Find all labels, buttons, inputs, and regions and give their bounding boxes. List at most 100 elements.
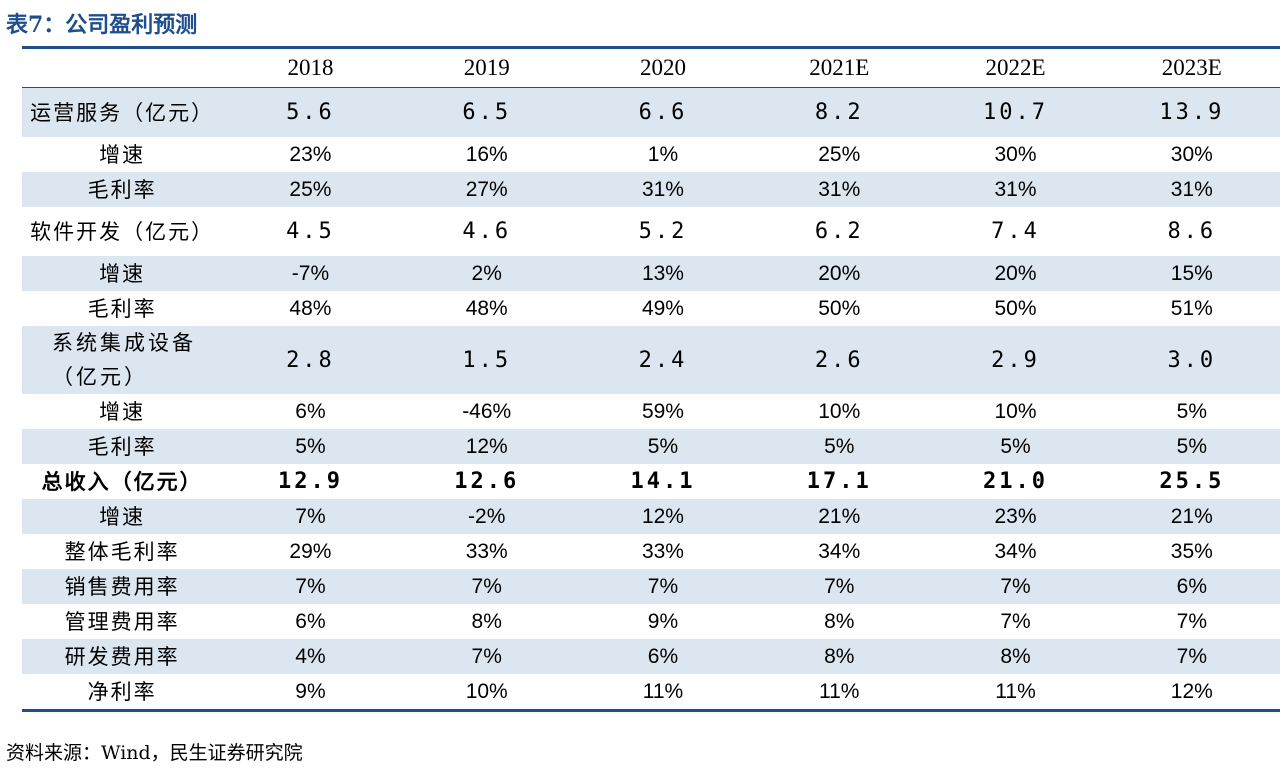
cell-value: 5%: [927, 429, 1104, 464]
cell-value: 48%: [465, 296, 508, 320]
row-label: 增速: [99, 142, 146, 167]
cell-value: 5.2: [638, 219, 688, 244]
cell-value: 20%: [927, 256, 1104, 291]
cell-value: 50%: [818, 296, 861, 320]
table-row: 运营服务（亿元） 5.6 6.5 6.6 8.2 10.7 13.9: [22, 87, 1280, 137]
cell-value: 6.2: [814, 219, 864, 244]
cell-value: 7%: [574, 569, 752, 604]
row-label: 运营服务（亿元）: [22, 87, 223, 137]
cell-value: 33%: [641, 539, 684, 563]
cell-value: 12.9: [277, 469, 343, 494]
cell-value: 7%: [398, 569, 575, 604]
cell-value: 4%: [222, 639, 399, 674]
table-row: 毛利率 48% 48% 49% 50% 50% 51%: [22, 291, 1280, 326]
cell-value: 6%: [295, 609, 326, 633]
cell-value: 8.6: [1167, 219, 1217, 244]
header-year: 2023E: [1103, 49, 1280, 88]
cell-value: 7%: [398, 639, 575, 674]
cell-value: 7%: [222, 499, 399, 534]
cell-value: 21%: [1103, 499, 1280, 534]
row-label: 增速: [22, 256, 223, 291]
cell-value: 10%: [818, 399, 861, 423]
cell-value: 29%: [289, 539, 332, 563]
profit-forecast-table-container: 2018 2019 2020 2021E 2022E 2023E 运营服务（亿元…: [22, 46, 1280, 712]
header-year: 2018: [222, 49, 399, 88]
cell-value: 1.5: [398, 326, 575, 394]
table-row: 毛利率 5% 12% 5% 5% 5% 5%: [22, 429, 1280, 464]
cell-value: 11%: [819, 679, 860, 703]
row-label: 研发费用率: [22, 639, 223, 674]
header-corner: [22, 49, 223, 88]
cell-value: 21%: [751, 499, 928, 534]
cell-value: 10.7: [927, 87, 1104, 137]
cell-value: 51%: [1170, 296, 1213, 320]
cell-value: 11%: [642, 679, 684, 703]
cell-value: 5%: [574, 429, 752, 464]
cell-value: 27%: [398, 172, 575, 207]
cell-value: 35%: [1170, 539, 1213, 563]
cell-value: 6%: [295, 399, 326, 423]
row-label: 毛利率: [22, 429, 223, 464]
cell-value: 4.5: [286, 219, 335, 244]
table-row: 研发费用率 4% 7% 6% 8% 8% 7%: [22, 639, 1280, 674]
cell-value: 23%: [927, 499, 1104, 534]
cell-value: 23%: [289, 142, 332, 166]
cell-value: 6.5: [398, 87, 575, 137]
cell-value: 34%: [994, 539, 1037, 563]
cell-value: 6.6: [574, 87, 752, 137]
cell-value: 12.6: [454, 469, 520, 494]
cell-value: 34%: [818, 539, 861, 563]
cell-value: 6%: [574, 639, 752, 674]
cell-value: 21.0: [983, 469, 1048, 494]
table-row: 整体毛利率 29% 33% 33% 34% 34% 35%: [22, 534, 1280, 569]
cell-value: -2%: [398, 499, 575, 534]
header-year: 2022E: [927, 49, 1104, 88]
cell-value: 6%: [1103, 569, 1280, 604]
cell-value: 2.9: [927, 326, 1104, 394]
profit-forecast-table: 2018 2019 2020 2021E 2022E 2023E 运营服务（亿元…: [22, 49, 1280, 709]
cell-value: 12%: [1170, 679, 1213, 703]
row-label: 毛利率: [87, 296, 157, 321]
cell-value: 10%: [994, 399, 1037, 423]
table-row: 软件开发（亿元） 4.5 4.6 5.2 6.2 7.4 8.6: [22, 207, 1280, 256]
cell-value: 16%: [465, 142, 508, 166]
row-label: 销售费用率: [22, 569, 223, 604]
cell-value: 13%: [574, 256, 752, 291]
cell-value: 5%: [222, 429, 399, 464]
cell-value: 50%: [994, 296, 1037, 320]
row-label: 净利率: [87, 679, 157, 704]
cell-value: 12%: [574, 499, 752, 534]
cell-value: 59%: [641, 399, 684, 423]
cell-value: 14.1: [630, 469, 696, 494]
cell-value: 7%: [1176, 609, 1207, 633]
cell-value: 25%: [222, 172, 399, 207]
cell-value: 49%: [641, 296, 684, 320]
cell-value: 8%: [927, 639, 1104, 674]
cell-value: 8%: [471, 609, 502, 633]
cell-value: 20%: [751, 256, 928, 291]
cell-value: 8%: [751, 639, 928, 674]
cell-value: -7%: [222, 256, 399, 291]
row-label: 毛利率: [22, 172, 223, 207]
cell-value: 5%: [751, 429, 928, 464]
cell-value: 17.1: [806, 469, 872, 494]
cell-value: 15%: [1103, 256, 1280, 291]
table-row: 增速 -7% 2% 13% 20% 20% 15%: [22, 256, 1280, 291]
row-label: 系统集成设备（亿元）: [22, 326, 223, 394]
cell-value: 10%: [465, 679, 508, 703]
table-row: 销售费用率 7% 7% 7% 7% 7% 6%: [22, 569, 1280, 604]
row-label: 总收入（亿元）: [41, 469, 203, 494]
cell-value: 25%: [818, 142, 861, 166]
cell-value: 11%: [995, 679, 1036, 703]
cell-value: -46%: [462, 399, 512, 423]
cell-value: 31%: [1103, 172, 1280, 207]
cell-value: 3.0: [1103, 326, 1280, 394]
cell-value: 33%: [465, 539, 508, 563]
cell-value: 5%: [1103, 429, 1280, 464]
cell-value: 25.5: [1159, 469, 1225, 494]
cell-value: 7.4: [991, 219, 1040, 244]
cell-value: 31%: [751, 172, 928, 207]
cell-value: 7%: [222, 569, 399, 604]
cell-value: 2%: [398, 256, 575, 291]
cell-value: 7%: [751, 569, 928, 604]
